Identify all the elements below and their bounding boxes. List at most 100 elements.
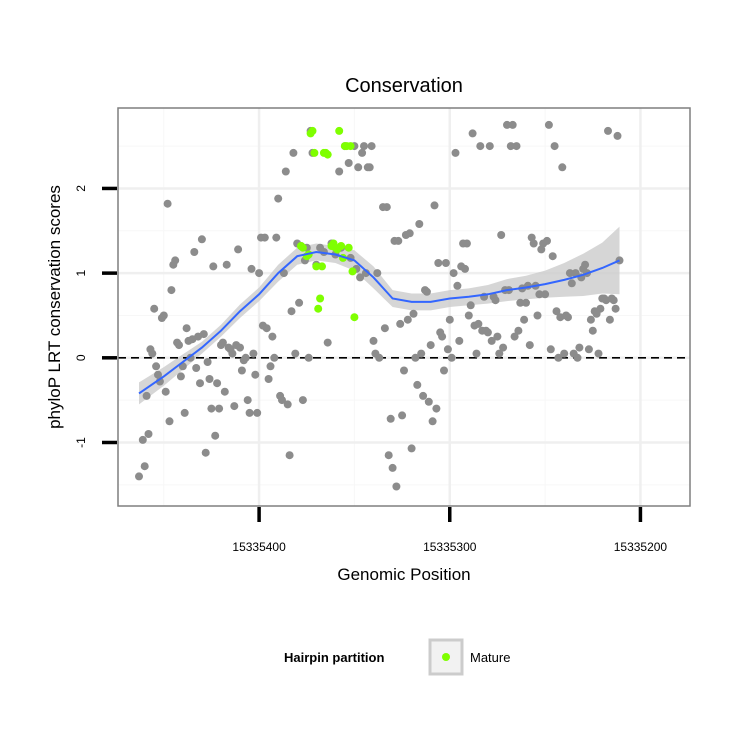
data-point (161, 387, 170, 396)
data-point (268, 332, 277, 341)
data-point (386, 414, 395, 423)
data-point (236, 343, 244, 352)
data-point (323, 338, 332, 347)
data-point (251, 370, 260, 379)
data-point (497, 231, 506, 239)
data-point (171, 256, 180, 265)
y-tick-label: -1 (74, 437, 88, 448)
data-point (243, 396, 252, 405)
data-point (190, 248, 199, 256)
data-point (586, 315, 595, 324)
y-axis-title: phyloP LRT conservation scores (45, 185, 64, 429)
data-point (220, 387, 229, 396)
plot-panel (117, 107, 691, 507)
points-layer (135, 120, 624, 491)
data-point (516, 298, 525, 307)
data-point (535, 290, 544, 299)
y-axis: -1 0 1 2 (74, 185, 117, 448)
data-point (369, 336, 378, 345)
data-point (245, 408, 254, 417)
data-point (453, 281, 462, 290)
data-point (201, 448, 210, 457)
data-point (388, 463, 397, 472)
data-point (451, 148, 460, 157)
data-point (447, 353, 456, 362)
data-point (150, 304, 159, 313)
data-point (573, 353, 582, 362)
data-point (394, 236, 403, 245)
data-point (567, 279, 576, 288)
data-point (413, 380, 422, 389)
data-point (203, 358, 212, 366)
data-point (247, 264, 256, 273)
data-point (266, 362, 275, 371)
data-point (396, 319, 405, 328)
data-point (354, 163, 363, 172)
data-point (375, 353, 384, 362)
data-point (253, 408, 262, 417)
data-point (461, 264, 469, 273)
data-point (135, 472, 143, 481)
mature-point (323, 150, 332, 159)
mature-point (308, 126, 317, 135)
data-point (260, 233, 269, 242)
data-point (529, 239, 538, 248)
data-point (358, 148, 367, 157)
data-point (584, 345, 593, 354)
mature-point (335, 126, 344, 135)
mature-point (348, 267, 357, 276)
data-point (438, 332, 447, 341)
data-point (140, 462, 149, 471)
data-point (287, 307, 296, 316)
data-point (176, 372, 185, 381)
data-point (613, 131, 622, 140)
data-point (428, 417, 437, 426)
data-point (409, 309, 418, 318)
data-point (384, 451, 393, 460)
data-point (165, 417, 174, 426)
chart-title: Conservation (345, 75, 463, 97)
data-point (197, 235, 206, 244)
data-point (335, 167, 344, 176)
data-point (525, 341, 534, 350)
data-point (262, 324, 271, 333)
data-point (182, 324, 191, 333)
data-point (466, 301, 475, 310)
mature-point (337, 242, 346, 250)
data-point (199, 330, 208, 339)
data-point (476, 142, 485, 151)
data-point (499, 343, 508, 352)
legend-mature-marker (442, 653, 450, 661)
data-point (148, 349, 157, 358)
data-point (544, 120, 553, 129)
data-point (533, 311, 542, 320)
data-point (588, 326, 597, 335)
data-point (211, 431, 220, 440)
data-point (432, 404, 441, 413)
data-point (407, 444, 416, 453)
data-point (289, 148, 298, 157)
data-point (550, 142, 559, 151)
data-point (367, 142, 376, 151)
data-point (278, 396, 286, 405)
data-point (237, 366, 246, 375)
data-point (560, 349, 569, 358)
data-point (554, 353, 563, 362)
data-point (298, 396, 307, 405)
data-point (424, 397, 433, 406)
data-point (443, 345, 452, 354)
data-point (142, 391, 151, 400)
y-tick-label: 0 (74, 354, 88, 361)
data-point (440, 366, 448, 375)
data-point (426, 341, 435, 350)
data-point (520, 315, 529, 324)
data-point (230, 402, 239, 411)
data-point (605, 315, 614, 324)
data-point (295, 298, 304, 307)
data-point (405, 229, 414, 238)
data-point (270, 353, 279, 362)
data-point (415, 220, 424, 228)
mature-point (346, 142, 355, 151)
data-point (382, 203, 391, 212)
legend-label-mature: Mature (470, 650, 510, 665)
